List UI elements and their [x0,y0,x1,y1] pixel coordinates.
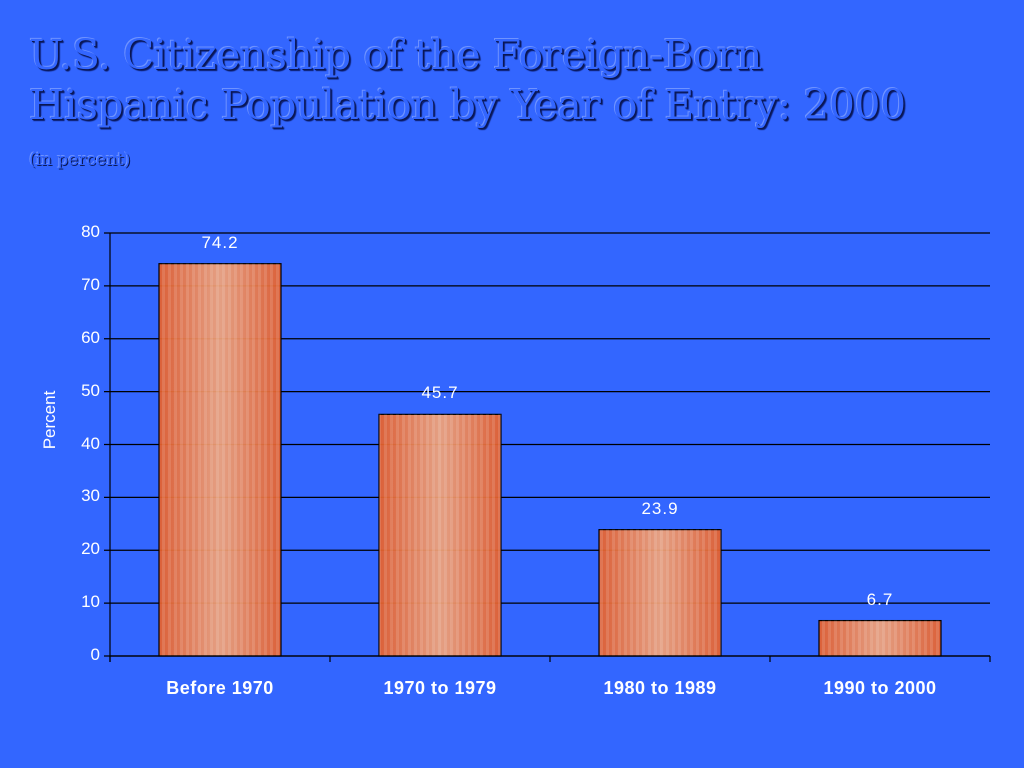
bars [158,263,942,657]
y-tick-label: 30 [81,486,100,506]
bar-texture [819,620,941,656]
y-tick-label: 10 [81,592,100,612]
chart-title: U.S. Citizenship of the Foreign-Born His… [29,30,906,130]
y-tick-label: 50 [81,380,100,400]
bar-texture [379,414,501,656]
y-tick-label: 40 [81,433,100,453]
data-value-label: 23.9 [641,498,679,518]
data-value-label: 6.7 [866,589,894,609]
y-tick-label: 0 [90,645,100,664]
title-line-2: Hispanic Population by Year of Entry: 20… [29,81,906,129]
bar-texture [599,529,721,656]
data-value-label: 74.2 [201,232,239,252]
chart-subtitle: (in percent) [29,150,131,170]
y-tick-label: 70 [81,274,100,294]
x-category-label: Before 1970 [166,678,274,698]
data-value-label: 45.7 [421,383,459,403]
y-tick-label: 80 [81,222,100,241]
y-tick-label: 60 [81,327,100,347]
axes [109,233,991,662]
x-category-label: 1990 to 2000 [823,678,937,698]
x-category-label: 1980 to 1989 [603,678,717,698]
title-line-1: U.S. Citizenship of the Foreign-Born [29,31,762,79]
bar-texture [159,263,281,656]
x-category-label: 1970 to 1979 [383,678,497,698]
y-tick-label: 20 [81,539,100,559]
